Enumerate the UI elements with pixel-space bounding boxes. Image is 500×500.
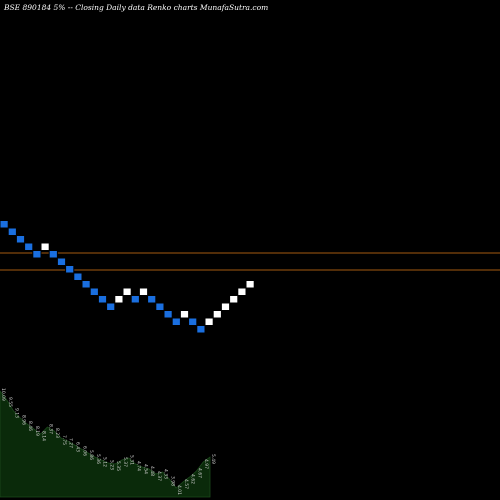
renko-brick-down: [89, 287, 99, 296]
renko-brick-down: [81, 280, 91, 289]
volume-label: 4.37: [156, 471, 162, 481]
volume-label: 3.98: [169, 476, 175, 486]
renko-brick-up: [40, 242, 50, 251]
volume-label: 4.54: [142, 464, 148, 474]
volume-label: 8.23: [54, 428, 60, 438]
renko-brick-down: [106, 302, 116, 311]
volume-labels: 10.099.559.138.968.46 8.19 8.148.37 8.237.7…: [0, 388, 216, 495]
volume-label: 8.46: [27, 421, 33, 431]
renko-brick-down: [48, 250, 58, 259]
renko-brick-down: [0, 220, 9, 229]
renko-brick-up: [114, 295, 124, 304]
renko-brick-down: [56, 257, 67, 266]
volume-area: [0, 390, 211, 498]
volume-label: 7.27: [68, 438, 74, 448]
volume-label: 8.14: [41, 431, 47, 441]
volume-label: 4.62: [190, 474, 196, 484]
renko-brick-down: [196, 325, 206, 334]
volume-label: 7.75: [61, 435, 67, 445]
renko-brick-up: [212, 310, 222, 319]
renko-brick-up: [229, 295, 239, 304]
renko-brick-down: [73, 272, 83, 281]
volume-label: 9.55: [7, 397, 13, 407]
volume-label: 4.48: [149, 466, 155, 476]
volume-label: 5.36: [95, 454, 101, 464]
renko-brick-up: [179, 310, 190, 319]
volume-label: 4.33: [163, 469, 169, 479]
renko-brick-up: [220, 302, 231, 311]
volume-label: 9.13: [14, 408, 20, 418]
volume-label: 5.49: [210, 454, 216, 464]
renko-brick-down: [171, 317, 181, 326]
renko-brick-down: [97, 295, 108, 304]
volume-label: 5.12: [102, 457, 108, 467]
renko-brick-up: [245, 280, 255, 289]
volume-label: 8.19: [34, 426, 40, 436]
volume-label: 5.35: [115, 461, 121, 471]
chart-header: BSE 890184 5% -- Closing Daily data Renk…: [4, 3, 496, 12]
volume-label: 6.06: [81, 446, 87, 456]
volume-label: 5.31: [129, 455, 135, 465]
renko-bricks: [0, 220, 255, 334]
volume-label: 5.23: [108, 460, 114, 470]
reference-lines: [0, 252, 500, 271]
volume-label: 4.97: [203, 459, 209, 469]
volume-label: 8.37: [47, 424, 53, 434]
renko-brick-up: [237, 287, 247, 296]
renko-brick-down: [130, 295, 140, 304]
renko-brick-down: [15, 235, 26, 244]
renko-brick-down: [147, 295, 157, 304]
volume-label: 10.09: [0, 388, 6, 401]
volume-label: 4.67: [196, 468, 202, 478]
volume-label: 4.01: [176, 485, 182, 495]
volume-label: 4.57: [183, 479, 189, 489]
chart-title: BSE 890184 5% -- Closing Daily data Renk…: [4, 3, 269, 12]
volume-label: 8.96: [20, 415, 26, 425]
renko-brick-down: [32, 250, 42, 259]
volume-label: 5.86: [88, 450, 94, 460]
renko-brick-down: [163, 310, 173, 319]
renko-brick-down: [24, 242, 34, 251]
volume-label: 4.74: [135, 461, 141, 471]
renko-brick-down: [65, 265, 75, 274]
renko-brick-down: [188, 317, 198, 326]
volume-label: 5.37: [122, 457, 128, 467]
renko-brick-down: [155, 302, 165, 311]
volume-label: 6.43: [75, 442, 81, 452]
renko-brick-up: [204, 317, 214, 326]
renko-brick-down: [7, 227, 17, 236]
renko-brick-up: [138, 287, 149, 296]
renko-brick-up: [122, 287, 132, 296]
